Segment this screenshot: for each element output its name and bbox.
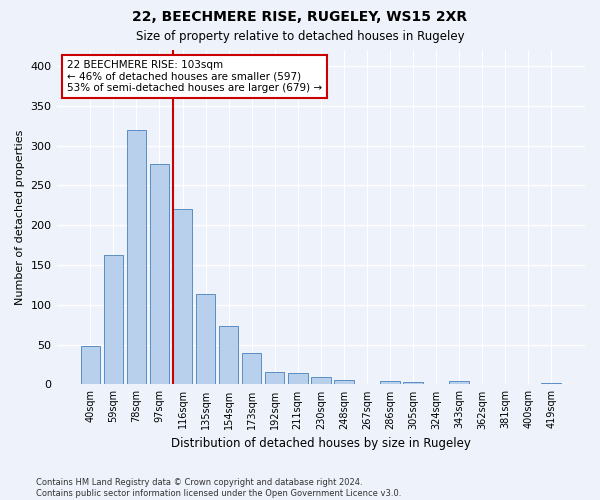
Text: 22, BEECHMERE RISE, RUGELEY, WS15 2XR: 22, BEECHMERE RISE, RUGELEY, WS15 2XR [133, 10, 467, 24]
Bar [380, 381, 400, 384]
X-axis label: Distribution of detached houses by size in Rugeley: Distribution of detached houses by size … [171, 437, 471, 450]
Bar [265, 372, 284, 384]
Text: Contains HM Land Registry data © Crown copyright and database right 2024.
Contai: Contains HM Land Registry data © Crown c… [36, 478, 401, 498]
Bar [311, 378, 331, 384]
Bar [173, 210, 193, 384]
Text: 22 BEECHMERE RISE: 103sqm
← 46% of detached houses are smaller (597)
53% of semi: 22 BEECHMERE RISE: 103sqm ← 46% of detac… [67, 60, 322, 93]
Bar [80, 346, 100, 385]
Bar [449, 381, 469, 384]
Bar [196, 294, 215, 384]
Bar [334, 380, 353, 384]
Bar [541, 383, 561, 384]
Bar [127, 130, 146, 384]
Text: Size of property relative to detached houses in Rugeley: Size of property relative to detached ho… [136, 30, 464, 43]
Bar [219, 326, 238, 384]
Bar [403, 382, 423, 384]
Bar [242, 352, 262, 384]
Y-axis label: Number of detached properties: Number of detached properties [15, 130, 25, 305]
Bar [149, 164, 169, 384]
Bar [288, 374, 308, 384]
Bar [104, 254, 123, 384]
